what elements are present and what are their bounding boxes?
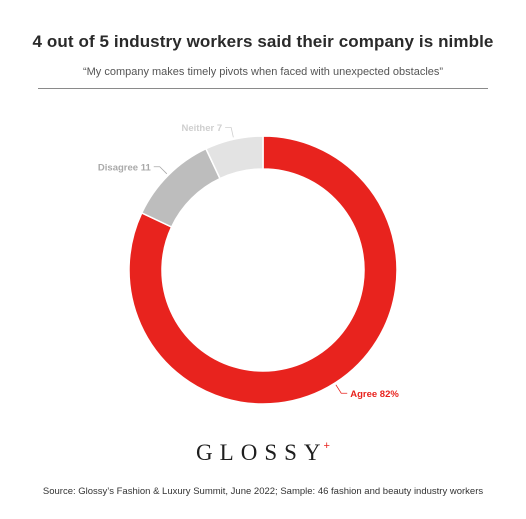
slice-labels: Agree 82% Disagree 11 Neither 7 bbox=[98, 123, 399, 400]
slice-agree bbox=[128, 135, 398, 405]
leader-neither bbox=[225, 127, 234, 138]
label-leaders bbox=[153, 127, 348, 394]
donut-slices bbox=[128, 135, 398, 405]
logo-text: GLOSSY bbox=[196, 440, 328, 465]
leader-agree bbox=[335, 384, 348, 394]
slice-disagree bbox=[140, 147, 221, 228]
label-agree: Agree 82% bbox=[350, 389, 399, 400]
title-divider bbox=[38, 88, 488, 89]
slice-neither bbox=[204, 135, 264, 180]
label-disagree: Disagree 11 bbox=[98, 162, 152, 173]
logo-plus-icon: + bbox=[323, 440, 330, 452]
chart-title: 4 out of 5 industry workers said their c… bbox=[32, 32, 494, 51]
leader-disagree bbox=[153, 166, 168, 175]
label-neither: Neither 7 bbox=[181, 123, 222, 134]
source-note: Source: Glossy’s Fashion & Luxury Summit… bbox=[42, 486, 484, 497]
glossy-logo: GLOSSY+ bbox=[0, 440, 526, 466]
chart-subtitle: “My company makes timely pivots when fac… bbox=[82, 66, 444, 78]
